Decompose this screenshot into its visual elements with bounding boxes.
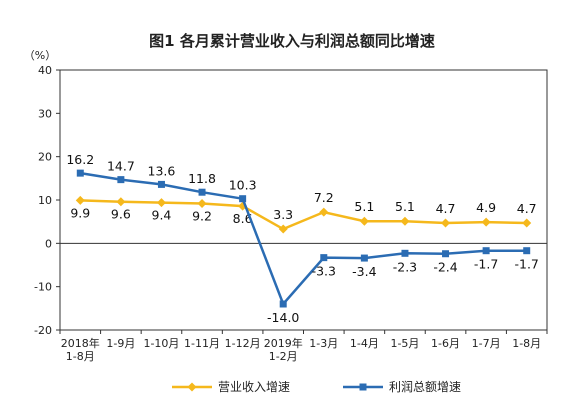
x-tick-label: 2018年 [61,336,100,350]
x-tick-label: 1-3月 [309,337,338,350]
y-tick-label: 20 [38,151,52,164]
x-tick-label: 1-11月 [184,337,220,350]
y-tick-label: 0 [45,237,52,250]
legend-label: 利润总额增速 [389,380,461,394]
data-point [278,224,288,234]
data-label: 4.9 [476,200,496,215]
y-tick-label: -20 [34,324,52,337]
plot-frame [59,69,548,331]
data-point [157,180,165,188]
data-point [359,216,369,226]
data-label: 5.1 [395,199,415,214]
data-label: 9.2 [192,208,212,223]
data-label: 9.9 [70,205,90,220]
x-tick-label: 1-4月 [350,337,379,350]
y-tick-label: 40 [38,64,52,77]
data-point [279,300,287,308]
x-tick-label: 1-12月 [225,337,261,350]
x-tick-label: 1-10月 [143,337,179,350]
x-tick-label: 1-2月 [269,350,298,363]
data-label: -14.0 [267,310,299,325]
legend-label: 营业收入增速 [218,380,290,394]
data-point [117,176,125,184]
data-label: 9.6 [111,207,131,222]
y-tick-label: -10 [34,281,52,294]
data-point [482,247,490,255]
data-label: 11.8 [188,171,216,186]
data-point [76,169,84,177]
legend-marker [187,382,197,392]
data-label: -2.3 [393,259,417,274]
data-label: 4.7 [517,201,537,216]
data-label: 5.1 [354,199,374,214]
y-axis-unit: （%） [24,49,56,62]
data-point [319,207,329,217]
data-label: -3.4 [352,264,376,279]
x-tick-label: 1-8月 [512,337,541,350]
data-point [156,198,166,208]
data-point [239,195,247,203]
data-point [441,218,451,228]
data-label: 4.7 [436,201,456,216]
x-tick-label: 1-6月 [431,337,460,350]
x-tick-label: 2019年 [264,336,303,350]
y-tick-label: 30 [38,107,52,120]
data-label: 7.2 [314,190,334,205]
data-point [400,216,410,226]
data-point [75,195,85,205]
data-label: -1.7 [474,257,498,272]
data-point [481,217,491,227]
data-label: 3.3 [273,207,293,222]
data-point [522,218,532,228]
legend-marker [359,383,367,391]
data-label: -2.4 [433,260,457,275]
data-label: 16.2 [66,152,94,167]
data-label: 14.7 [107,159,135,174]
data-point [360,254,368,262]
data-point [523,247,531,255]
data-label: -3.3 [312,264,336,279]
data-point [442,250,450,258]
data-label: 13.6 [148,163,176,178]
series-line [80,199,527,231]
series-line [80,171,527,307]
data-label: -1.7 [515,257,539,272]
y-tick-label: 10 [38,194,52,207]
data-label: 9.4 [152,208,172,223]
chart-title: 图1 各月累计营业收入与利润总额同比增速 [149,32,435,50]
x-tick-label: 1-9月 [106,337,135,350]
x-tick-label: 1-8月 [66,350,95,363]
data-point [401,249,409,257]
series-layer: 9.9 9.6 9.4 9.2 8.6 3.37.25.1 5.1 4.7 4.9 4.716.2… [66,152,539,325]
data-point [198,188,206,196]
legend: 营业收入增速 利润总额增速 [172,380,461,394]
x-tick-label: 1-7月 [472,337,501,350]
data-point [197,198,207,208]
x-tick-label: 1-5月 [390,337,419,350]
data-point [116,197,126,207]
data-point [320,254,328,262]
data-label: 10.3 [229,178,257,193]
y-axis: -20 -10 0 10 20 30 40 [34,64,547,337]
